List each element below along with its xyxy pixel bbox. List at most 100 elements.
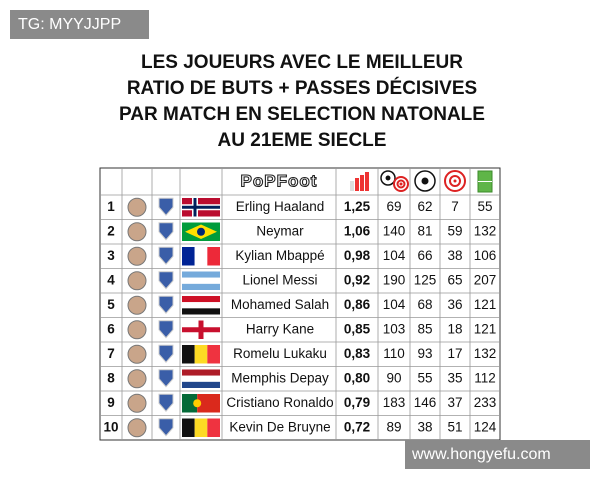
- flag: [182, 394, 198, 413]
- player-photo: [127, 320, 147, 340]
- team-badge: [158, 369, 174, 388]
- team-badge: [158, 197, 174, 217]
- stat: 55: [477, 199, 492, 214]
- stat: 59: [447, 223, 462, 238]
- rank: 1: [107, 199, 115, 214]
- player-name: Erling Haaland: [236, 199, 325, 214]
- flag: [194, 247, 208, 266]
- ratio: 0,83: [344, 346, 371, 361]
- stat: 62: [417, 199, 432, 214]
- stat: 35: [447, 370, 462, 385]
- flag: [207, 345, 220, 364]
- stat: 66: [417, 248, 432, 263]
- icon: [396, 179, 406, 189]
- team-badge: [158, 222, 174, 241]
- player-photo: [127, 295, 147, 315]
- player-name: Lionel Messi: [242, 272, 317, 287]
- stat: 89: [386, 419, 401, 434]
- stat: 104: [383, 248, 406, 263]
- player-photo: [127, 393, 147, 413]
- ratio: 0,98: [344, 248, 371, 263]
- player-photo: [127, 418, 147, 438]
- flag: [207, 418, 220, 437]
- stat: 121: [474, 297, 497, 312]
- icon: [360, 175, 364, 191]
- flag: [194, 418, 208, 437]
- title-line: PAR MATCH EN SELECTION NATONALE: [119, 104, 485, 125]
- team-badge: [158, 246, 174, 266]
- icon: [350, 181, 354, 191]
- title-line: LES JOUEURS AVEC LE MEILLEUR: [141, 52, 463, 73]
- stat: 146: [414, 395, 437, 410]
- player-photo: [127, 369, 147, 389]
- stat: 110: [383, 346, 405, 361]
- stat: 17: [447, 346, 462, 361]
- flag: [182, 302, 220, 309]
- stat: 38: [417, 419, 432, 434]
- flag: [182, 296, 220, 303]
- flag: [182, 375, 220, 382]
- player-name: Harry Kane: [246, 321, 314, 336]
- flag: [182, 345, 195, 364]
- stat: 65: [447, 272, 462, 287]
- flag: [193, 399, 202, 408]
- icon: [421, 177, 429, 185]
- stat: 51: [447, 419, 462, 434]
- team-badge: [158, 271, 174, 290]
- ratio: 0,80: [344, 370, 370, 385]
- watermark-box: [10, 10, 149, 39]
- team-badge: [158, 295, 174, 315]
- stat: 68: [417, 297, 432, 312]
- flag: [182, 247, 195, 266]
- flag: [197, 227, 205, 236]
- stat: 104: [383, 297, 406, 312]
- player-name: Kevin De Bruyne: [229, 419, 330, 434]
- watermark-top: TG: MYYJJPP: [18, 16, 121, 33]
- stat: 121: [474, 321, 497, 336]
- icon: [453, 179, 457, 183]
- team-badge: [158, 320, 174, 339]
- player-photo: [127, 344, 147, 364]
- rank: 10: [103, 419, 118, 434]
- stat: 125: [414, 272, 437, 287]
- stat: 37: [447, 395, 462, 410]
- stat: 103: [383, 321, 406, 336]
- icon: [355, 178, 359, 191]
- flag: [182, 271, 220, 278]
- icon: [399, 182, 403, 186]
- title-line: AU 21EME SIECLE: [218, 130, 387, 151]
- stat: 7: [451, 199, 459, 214]
- stat: 38: [447, 248, 462, 263]
- flag: [182, 381, 220, 388]
- watermark-bottom: www.hongyefu.com: [411, 446, 551, 463]
- stat: 36: [447, 297, 462, 312]
- ratio: 0,85: [344, 321, 371, 336]
- rank: 5: [107, 297, 115, 312]
- rank: 9: [107, 395, 115, 410]
- rank: 6: [107, 321, 115, 336]
- stat: 233: [474, 395, 497, 410]
- icon: [449, 175, 461, 187]
- flag: [182, 283, 220, 290]
- rank: 7: [107, 346, 115, 361]
- ratio: 1,06: [344, 223, 371, 238]
- ratio: 1,25: [344, 199, 371, 214]
- stat: 106: [474, 248, 497, 263]
- flag: [194, 345, 208, 364]
- flag: [182, 327, 220, 333]
- stat: 132: [474, 223, 497, 238]
- team-badge: [158, 393, 174, 413]
- flag: [182, 369, 220, 376]
- icon: [385, 175, 391, 181]
- rank: 2: [107, 223, 115, 238]
- stat: 183: [383, 395, 406, 410]
- watermark-box: [405, 440, 590, 469]
- player-name: Neymar: [256, 223, 304, 238]
- rank: 8: [107, 370, 115, 385]
- stat: 93: [417, 346, 432, 361]
- stat: 55: [417, 370, 432, 385]
- flag: [182, 418, 195, 437]
- flag: [182, 277, 220, 284]
